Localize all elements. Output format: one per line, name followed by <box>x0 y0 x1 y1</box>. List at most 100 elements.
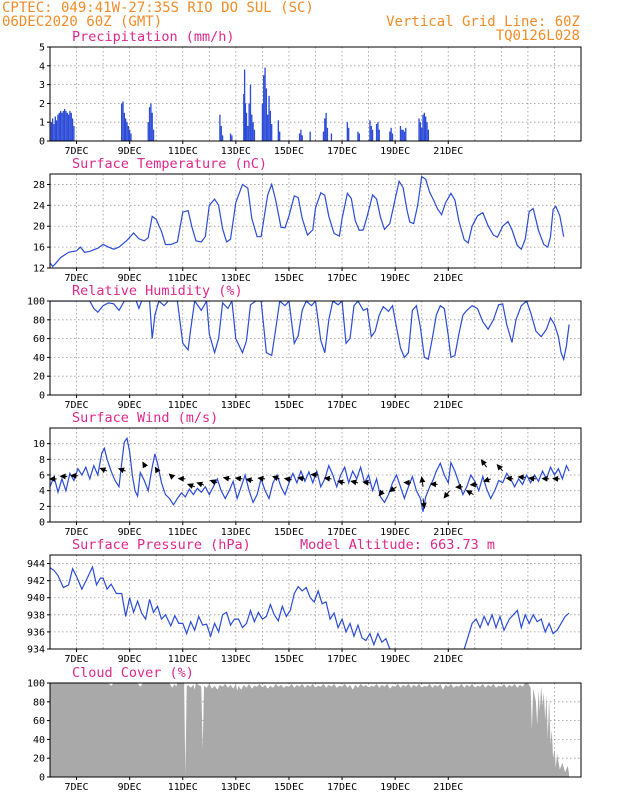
precip-bar <box>419 122 422 141</box>
y-tick-label: 2 <box>39 502 45 513</box>
precip-bar <box>231 135 233 141</box>
wind-arrow <box>186 483 195 489</box>
x-tick-label: 21DEC <box>433 654 463 665</box>
series-line <box>50 175 565 268</box>
precip-bar <box>399 125 402 141</box>
wind-arrow <box>541 475 550 482</box>
wind-arrow-head <box>168 473 176 480</box>
header-model: TQ0126L028 <box>496 28 580 44</box>
x-tick-label: 21DEC <box>433 273 463 284</box>
wind-arrow <box>209 479 218 485</box>
precip-bar <box>66 112 68 141</box>
x-tick-label: 19DEC <box>380 654 410 665</box>
x-tick-label: 13DEC <box>221 654 251 665</box>
wind-arrow-head <box>420 502 427 510</box>
precip-bar <box>245 112 248 141</box>
y-tick-label: 5 <box>39 43 45 54</box>
precip-bar <box>426 122 428 141</box>
series-line <box>50 436 570 512</box>
wind-arrow <box>336 479 345 486</box>
wind-arrow-head <box>154 466 161 474</box>
precip-bar <box>402 129 404 141</box>
precip-bar <box>378 129 380 141</box>
x-tick-label: 7DEC <box>65 273 89 284</box>
series-line <box>50 301 570 362</box>
precip-bar <box>220 125 222 141</box>
y-tick-label: 60 <box>33 334 45 345</box>
wind-arrow <box>505 475 514 482</box>
y-tick-label: 20 <box>33 754 45 765</box>
x-tick-label: 7DEC <box>65 146 89 157</box>
x-tick-label: 17DEC <box>327 400 357 411</box>
wind-arrow <box>297 475 305 482</box>
x-tick-label: 15DEC <box>274 527 304 538</box>
x-tick-label: 11DEC <box>168 400 198 411</box>
precip-bar <box>267 114 269 141</box>
wind-arrow-head <box>465 490 473 496</box>
wind-arrow <box>48 475 57 482</box>
y-tick-label: 0 <box>39 518 45 529</box>
wind-arrow-head <box>283 476 291 483</box>
precip-bar <box>405 127 407 141</box>
wind-arrow-head <box>483 476 490 483</box>
y-tick-label: 1 <box>39 118 45 129</box>
wind-arrow <box>323 475 332 482</box>
panel-5: 0 20 40 60 80 100 7DEC 9DEC 11DEC 13DEC 15DEC 17DEC… <box>27 665 582 793</box>
x-tick-label: 13DEC <box>221 400 251 411</box>
precip-bar <box>53 124 55 141</box>
x-tick-label: 15DEC <box>274 400 304 411</box>
y-tick-label: 80 <box>33 697 45 708</box>
x-tick-label: 17DEC <box>327 273 357 284</box>
precip-bar <box>427 129 430 141</box>
wind-arrow <box>551 475 560 482</box>
panel-3: 0 2 4 6 8 10 7DEC 9DEC 11DEC 13DEC 15DEC 17DEC 19DEC… <box>33 410 582 538</box>
precip-bar <box>265 88 268 141</box>
y-tick-label: 80 <box>33 315 45 326</box>
precip-bar <box>253 129 256 141</box>
panel-title: Precipitation (mm/h) <box>72 29 235 45</box>
precip-bar <box>229 133 232 141</box>
panel-subtitle: Model Altitude: 663.73 m <box>300 537 495 553</box>
wind-arrow <box>142 461 148 469</box>
y-tick-label: 0 <box>39 773 45 784</box>
wind-arrow-head <box>419 476 426 483</box>
header-grid-line: Vertical Grid Line: 60Z <box>386 14 580 30</box>
precip-bar <box>55 120 58 141</box>
precip-bar <box>128 129 131 141</box>
wind-arrow <box>245 477 254 484</box>
y-tick-label: 936 <box>27 627 45 638</box>
x-tick-label: 15DEC <box>274 146 304 157</box>
wind-arrow <box>177 475 186 482</box>
panel-4: 934 936 938 940 942 944 7DEC 9DEC 11DEC 13DEC 15DE… <box>27 537 582 665</box>
wind-arrow <box>196 481 205 488</box>
wind-arrow <box>117 467 126 474</box>
x-tick-label: 9DEC <box>118 654 142 665</box>
x-tick-label: 15DEC <box>274 273 304 284</box>
wind-arrow <box>222 475 231 482</box>
precip-bar <box>67 114 70 141</box>
x-tick-label: 9DEC <box>118 400 142 411</box>
wind-arrow <box>378 489 385 497</box>
x-tick-label: 17DEC <box>327 782 357 793</box>
wind-arrow-head <box>350 479 357 486</box>
precip-bar <box>322 131 325 141</box>
precip-bar <box>271 124 273 141</box>
x-tick-label: 19DEC <box>380 146 410 157</box>
x-tick-label: 11DEC <box>168 273 198 284</box>
wind-arrow-head <box>310 471 317 478</box>
x-tick-label: 9DEC <box>118 273 142 284</box>
x-tick-label: 13DEC <box>221 146 251 157</box>
precip-bar <box>244 103 247 141</box>
panel-frame <box>49 554 582 650</box>
precip-bar <box>277 120 279 141</box>
wind-arrow-head <box>186 483 194 489</box>
precip-bar <box>298 133 301 141</box>
wind-arrow-head <box>378 489 385 497</box>
precip-bar <box>127 125 129 141</box>
wind-arrow-head <box>551 475 559 482</box>
x-tick-label: 7DEC <box>65 400 89 411</box>
x-tick-label: 9DEC <box>118 527 142 538</box>
precip-bar <box>130 133 132 141</box>
wind-arrow <box>483 476 491 483</box>
precip-bar <box>269 110 272 141</box>
